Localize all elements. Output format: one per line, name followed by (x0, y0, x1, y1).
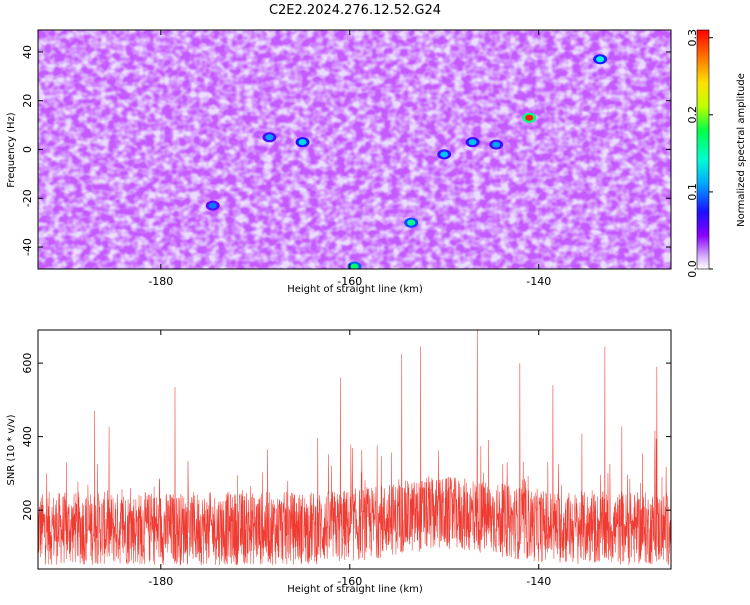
heatmap-x-ticks: -180 -160 -140 (148, 30, 551, 288)
heatmap-peak (440, 151, 449, 158)
colorbar-tick-label: 0.3 (686, 29, 699, 47)
snr-x-label: Height of straight line (km) (287, 584, 423, 595)
heatmap-peak (468, 139, 477, 146)
heatmap-peak (265, 134, 274, 141)
x-tick-label: -160 (337, 275, 362, 288)
figure-title: C2E2.2024.276.12.52.G24 (269, 3, 441, 18)
x-tick-label: -180 (148, 275, 173, 288)
colorbar-tick-label: 0.1 (686, 183, 699, 201)
snr-panel: -180 -160 -140 200 400 600 Height of straigh… (6, 329, 672, 595)
y-tick-label: 0 (21, 146, 34, 153)
heatmap-x-label: Height of straight line (km) (287, 284, 423, 295)
x-tick-label: -160 (337, 575, 362, 588)
heatmap-peak (208, 202, 217, 209)
heatmap-texture (38, 30, 671, 269)
snr-y-ticks: 200 400 600 (21, 353, 671, 521)
heatmap-peak (298, 139, 307, 146)
heatmap-peak (407, 219, 416, 226)
snr-x-ticks: -180 -160 -140 (148, 330, 551, 588)
colorbar: 0.0 0.1 0.2 0.3 Normalized spectral amplitu… (686, 29, 747, 278)
heatmap-highlights (205, 54, 608, 269)
y-tick-label: 200 (21, 500, 34, 521)
colorbar-tick-label: 0.2 (686, 106, 699, 124)
heatmap-peak (596, 56, 605, 63)
snr-series-line (38, 330, 671, 566)
colorbar-label: Normalized spectral amplitude (736, 73, 747, 227)
y-tick-label: 20 (21, 94, 34, 108)
snr-frame (37, 329, 672, 570)
heatmap-panel: -180 -160 -140 -40 -20 0 20 40 Height of strai… (6, 29, 672, 295)
heatmap-peak (492, 141, 501, 148)
x-tick-label: -140 (526, 575, 551, 588)
y-tick-label: -20 (21, 189, 34, 207)
snr-y-label: SNR (10 * v/v) (6, 414, 17, 485)
y-tick-label: 40 (21, 45, 34, 59)
colorbar-gradient (696, 29, 710, 270)
y-tick-label: -40 (21, 238, 34, 256)
heatmap-peak (525, 114, 534, 121)
y-tick-label: 600 (21, 353, 34, 374)
colorbar-ticks: 0.0 0.1 0.2 0.3 (686, 29, 713, 278)
x-tick-label: -180 (148, 575, 173, 588)
y-tick-label: 400 (21, 426, 34, 447)
heatmap-y-label: Frequency (Hz) (6, 112, 17, 188)
heatmap-peak (350, 263, 359, 269)
x-tick-label: -140 (526, 275, 551, 288)
colorbar-tick-label: 0.0 (686, 260, 699, 278)
heatmap-y-ticks: -40 -20 0 20 40 (21, 45, 671, 256)
